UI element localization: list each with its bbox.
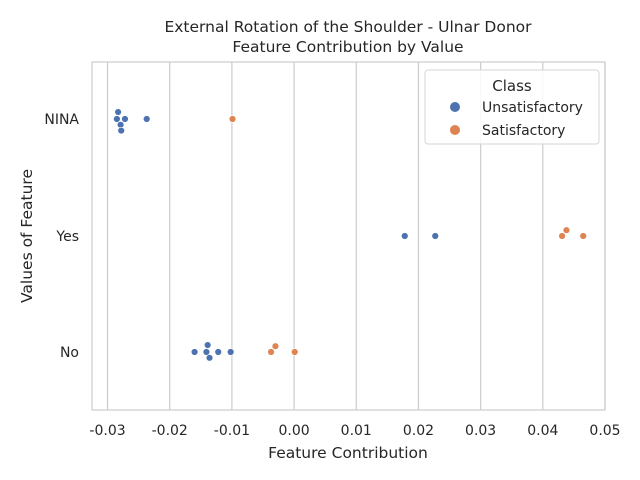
legend-entry-satisfactory: Satisfactory — [482, 123, 565, 139]
x-tick-label: -0.02 — [152, 423, 188, 439]
y-axis-ticks: NINA Yes No — [44, 112, 79, 361]
x-tick-label: -0.03 — [89, 423, 125, 439]
data-point-satisfactory — [562, 226, 571, 234]
legend-box — [424, 69, 600, 145]
data-point-unsatisfactory — [203, 341, 212, 349]
data-point-unsatisfactory — [401, 232, 409, 240]
legend-title: Class — [492, 77, 532, 95]
y-tick-label: NINA — [44, 112, 79, 128]
legend: Class Unsatisfactory Satisfactory — [424, 69, 600, 145]
data-point-unsatisfactory — [205, 354, 214, 362]
data-point-unsatisfactory — [114, 108, 122, 116]
data-point-unsatisfactory — [226, 348, 235, 356]
data-point-unsatisfactory — [143, 115, 151, 123]
data-point-unsatisfactory — [113, 115, 121, 123]
legend-entry-unsatisfactory: Unsatisfactory — [482, 100, 583, 116]
data-point-satisfactory — [271, 342, 280, 350]
x-tick-label: 0.05 — [589, 423, 620, 439]
chart-title-line-2: Feature Contribution by Value — [232, 38, 463, 56]
data-point-satisfactory — [228, 115, 237, 123]
x-tick-label: 0.03 — [465, 423, 496, 439]
data-point-unsatisfactory — [117, 126, 125, 135]
data-point-unsatisfactory — [214, 348, 222, 356]
data-point-satisfactory — [558, 232, 566, 240]
y-tick-label: Yes — [55, 229, 79, 245]
x-axis-label: Feature Contribution — [268, 444, 428, 462]
legend-marker-unsatisfactory — [450, 102, 460, 112]
x-tick-label: 0.04 — [527, 423, 558, 439]
legend-marker-satisfactory — [450, 125, 460, 135]
x-tick-label: 0.02 — [403, 423, 434, 439]
y-axis-label: Values of Feature — [18, 169, 36, 303]
chart-title: External Rotation of the Shoulder - Ulna… — [164, 18, 532, 56]
x-tick-label: -0.01 — [214, 423, 250, 439]
data-points — [113, 108, 587, 362]
x-tick-label: 0.01 — [341, 423, 372, 439]
data-point-satisfactory — [267, 348, 275, 356]
data-point-satisfactory — [291, 348, 299, 356]
data-point-unsatisfactory — [121, 115, 129, 123]
x-axis-ticks: -0.03 -0.02 -0.01 0.00 0.01 0.02 0.03 0.04 0.05 — [89, 423, 620, 439]
data-point-unsatisfactory — [190, 348, 199, 356]
data-point-unsatisfactory — [431, 232, 439, 240]
x-tick-label: 0.00 — [279, 423, 310, 439]
data-point-satisfactory — [579, 232, 587, 240]
chart-title-line-1: External Rotation of the Shoulder - Ulna… — [164, 18, 532, 36]
y-tick-label: No — [60, 345, 79, 361]
data-point-unsatisfactory — [202, 348, 211, 356]
plot-area-frame — [91, 61, 606, 411]
